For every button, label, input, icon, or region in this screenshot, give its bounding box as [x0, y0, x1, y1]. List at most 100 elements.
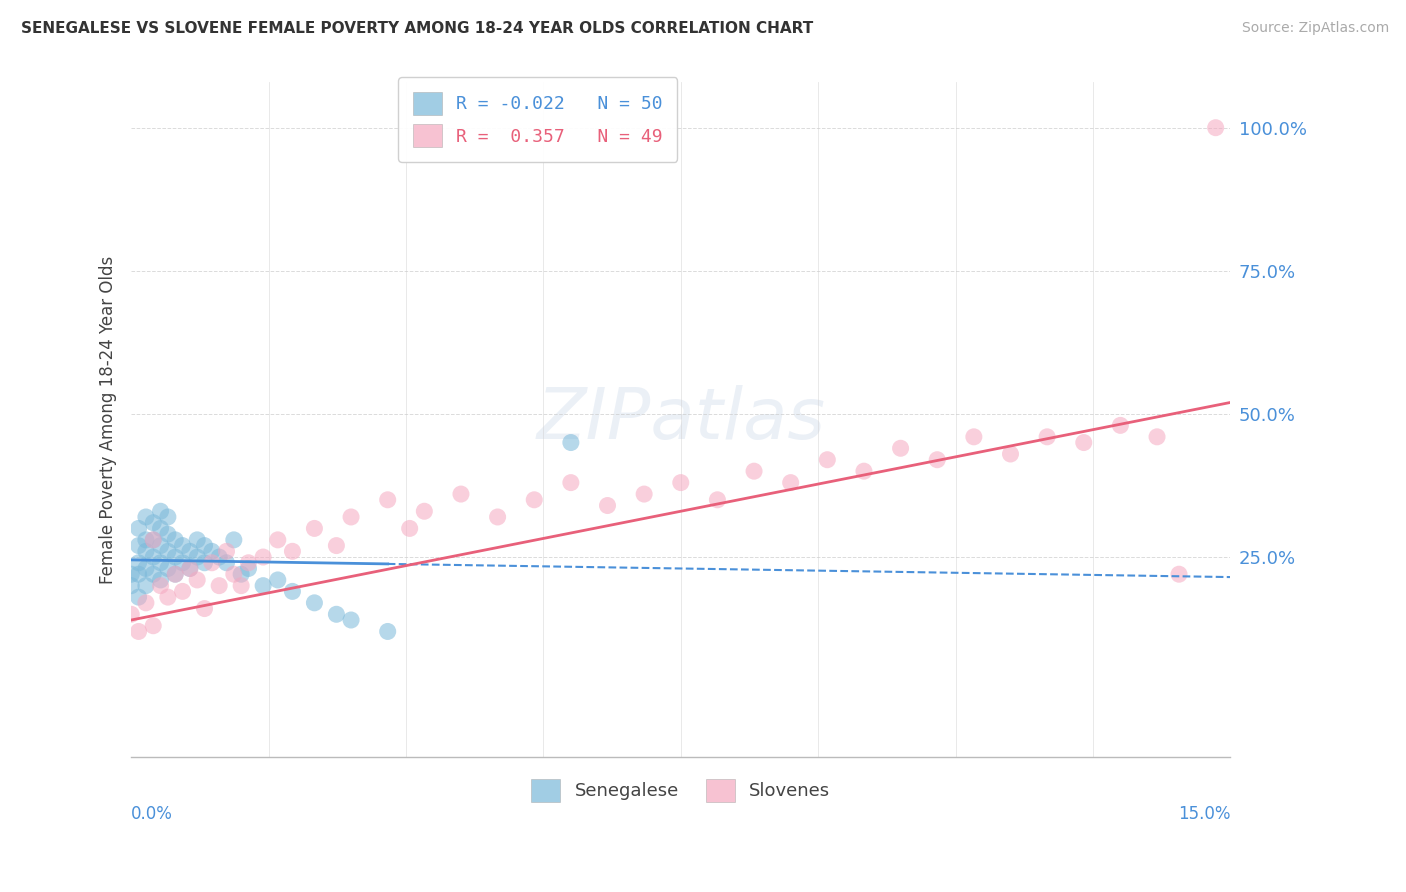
Point	[963, 430, 986, 444]
Point	[135, 533, 157, 547]
Point	[135, 544, 157, 558]
Point	[377, 624, 399, 639]
Point	[120, 567, 142, 582]
Point	[186, 549, 208, 564]
Point	[142, 567, 165, 582]
Point	[165, 567, 187, 582]
Point	[669, 475, 692, 490]
Text: ZIPatlas: ZIPatlas	[536, 385, 825, 454]
Point	[149, 579, 172, 593]
Point	[208, 549, 231, 564]
Point	[165, 549, 187, 564]
Point	[222, 533, 245, 547]
Point	[128, 556, 150, 570]
Point	[413, 504, 436, 518]
Point	[267, 573, 290, 587]
Point	[142, 549, 165, 564]
Point	[149, 556, 172, 570]
Point	[560, 475, 582, 490]
Point	[252, 579, 274, 593]
Point	[142, 618, 165, 632]
Point	[128, 567, 150, 582]
Point	[156, 561, 179, 575]
Point	[156, 544, 179, 558]
Point	[1036, 430, 1059, 444]
Point	[201, 544, 224, 558]
Point	[149, 539, 172, 553]
Point	[231, 579, 253, 593]
Point	[120, 579, 142, 593]
Point	[222, 567, 245, 582]
Point	[1146, 430, 1168, 444]
Point	[186, 533, 208, 547]
Point	[179, 544, 201, 558]
Point	[128, 590, 150, 604]
Point	[1000, 447, 1022, 461]
Point	[156, 527, 179, 541]
Point	[172, 556, 194, 570]
Point	[633, 487, 655, 501]
Text: Source: ZipAtlas.com: Source: ZipAtlas.com	[1241, 21, 1389, 36]
Point	[135, 579, 157, 593]
Point	[281, 584, 304, 599]
Point	[377, 492, 399, 507]
Text: SENEGALESE VS SLOVENE FEMALE POVERTY AMONG 18-24 YEAR OLDS CORRELATION CHART: SENEGALESE VS SLOVENE FEMALE POVERTY AMO…	[21, 21, 813, 37]
Y-axis label: Female Poverty Among 18-24 Year Olds: Female Poverty Among 18-24 Year Olds	[100, 255, 117, 583]
Point	[128, 539, 150, 553]
Point	[340, 613, 363, 627]
Point	[927, 452, 949, 467]
Point	[193, 601, 215, 615]
Point	[325, 607, 347, 622]
Point	[523, 492, 546, 507]
Point	[149, 504, 172, 518]
Point	[179, 561, 201, 575]
Point	[156, 510, 179, 524]
Point	[238, 561, 260, 575]
Point	[208, 579, 231, 593]
Point	[1168, 567, 1191, 582]
Point	[142, 516, 165, 530]
Point	[149, 573, 172, 587]
Point	[252, 549, 274, 564]
Point	[135, 510, 157, 524]
Point	[815, 452, 838, 467]
Point	[156, 590, 179, 604]
Point	[215, 556, 238, 570]
Point	[596, 499, 619, 513]
Point	[1073, 435, 1095, 450]
Point	[706, 492, 728, 507]
Point	[560, 435, 582, 450]
Point	[238, 556, 260, 570]
Point	[267, 533, 290, 547]
Point	[398, 521, 420, 535]
Point	[201, 556, 224, 570]
Text: 15.0%: 15.0%	[1178, 805, 1230, 822]
Point	[193, 539, 215, 553]
Point	[325, 539, 347, 553]
Legend: Senegalese, Slovenes: Senegalese, Slovenes	[524, 772, 838, 809]
Point	[486, 510, 509, 524]
Point	[890, 442, 912, 456]
Point	[231, 567, 253, 582]
Point	[128, 624, 150, 639]
Point	[142, 533, 165, 547]
Point	[304, 596, 326, 610]
Point	[135, 596, 157, 610]
Point	[135, 561, 157, 575]
Point	[172, 539, 194, 553]
Text: 0.0%: 0.0%	[131, 805, 173, 822]
Point	[165, 533, 187, 547]
Point	[281, 544, 304, 558]
Point	[215, 544, 238, 558]
Point	[852, 464, 875, 478]
Point	[779, 475, 801, 490]
Point	[128, 521, 150, 535]
Point	[1205, 120, 1227, 135]
Point	[186, 573, 208, 587]
Point	[172, 584, 194, 599]
Point	[165, 567, 187, 582]
Point	[179, 561, 201, 575]
Point	[120, 607, 142, 622]
Point	[340, 510, 363, 524]
Point	[450, 487, 472, 501]
